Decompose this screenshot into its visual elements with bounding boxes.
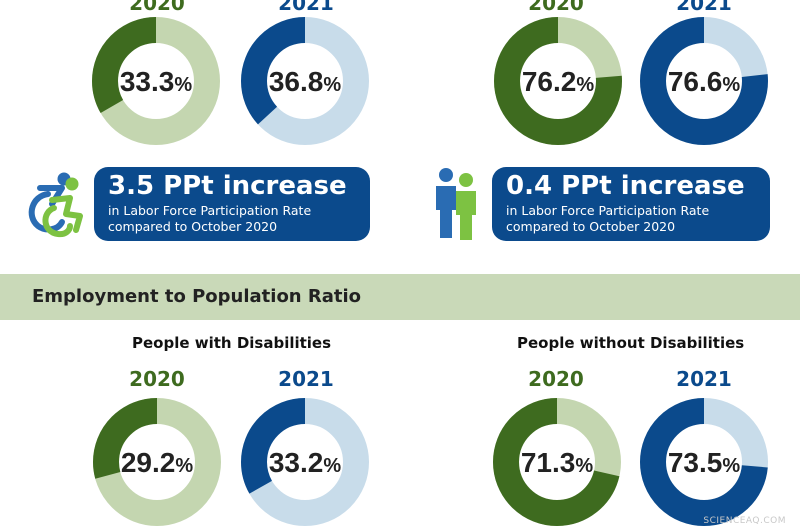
group-title-without-disabilities: People without Disabilities bbox=[517, 334, 745, 352]
donut-chart: 73.5% bbox=[640, 398, 768, 526]
year-label-bottom-right-2021: 2021 bbox=[676, 367, 732, 391]
callout-headline: 3.5 PPt increase bbox=[108, 171, 347, 201]
callout-line-1: in Labor Force Participation Rate bbox=[506, 203, 710, 218]
donut-value-slice bbox=[241, 17, 369, 145]
section-header-band: Employment to Population Ratio bbox=[0, 274, 800, 320]
donut-value-slice bbox=[241, 398, 369, 526]
donut-value-slice bbox=[640, 398, 768, 526]
year-label-top-left-2020: 2020 bbox=[129, 0, 185, 15]
year-label-bottom-left-2021: 2021 bbox=[278, 367, 334, 391]
callout-line-1: in Labor Force Participation Rate bbox=[108, 203, 312, 218]
donut-value-label: 73.5% bbox=[668, 447, 741, 478]
donut-value-label: 33.2% bbox=[269, 447, 342, 478]
callout-lfpr-disabilities: 3.5 PPt increase in Labor Force Particip… bbox=[94, 167, 370, 241]
donut-value-label: 76.6% bbox=[668, 66, 741, 97]
section-title: Employment to Population Ratio bbox=[32, 286, 362, 307]
callout-line-2: compared to October 2020 bbox=[506, 219, 676, 234]
callout-lfpr-no-disabilities: 0.4 PPt increase in Labor Force Particip… bbox=[492, 167, 770, 241]
donut-chart: 33.3% bbox=[92, 17, 220, 145]
donut-chart: 71.3% bbox=[493, 398, 621, 526]
donut-chart: 29.2% bbox=[93, 398, 221, 526]
donut-value-label: 29.2% bbox=[121, 447, 194, 478]
year-label-top-right-2021: 2021 bbox=[676, 0, 732, 15]
year-label-bottom-left-2020: 2020 bbox=[129, 367, 185, 391]
people-icon bbox=[436, 168, 476, 240]
donut-chart: 33.2% bbox=[241, 398, 369, 526]
group-title-with-disabilities: People with Disabilities bbox=[132, 334, 332, 352]
donut-value-label: 76.2% bbox=[522, 66, 595, 97]
year-label-top-left-2021: 2021 bbox=[278, 0, 334, 15]
donut-value-slice bbox=[92, 17, 220, 145]
donut-value-label: 33.3% bbox=[120, 66, 193, 97]
donut-value-label: 71.3% bbox=[521, 447, 594, 478]
watermark: SCIENCEAQ.COM bbox=[703, 516, 786, 526]
donut-value-slice bbox=[93, 398, 221, 526]
callout-headline: 0.4 PPt increase bbox=[506, 171, 745, 201]
callout-line-2: compared to October 2020 bbox=[108, 219, 278, 234]
donut-chart: 76.2% bbox=[494, 17, 622, 145]
donut-chart: 76.6% bbox=[640, 17, 768, 145]
donut-value-slice bbox=[494, 17, 622, 145]
year-label-bottom-right-2020: 2020 bbox=[528, 367, 584, 391]
donut-value-slice bbox=[493, 398, 621, 526]
accessibility-icon bbox=[28, 172, 83, 238]
donut-value-label: 36.8% bbox=[269, 66, 342, 97]
donut-value-slice bbox=[640, 17, 768, 145]
donut-chart: 36.8% bbox=[241, 17, 369, 145]
year-label-top-right-2020: 2020 bbox=[528, 0, 584, 15]
